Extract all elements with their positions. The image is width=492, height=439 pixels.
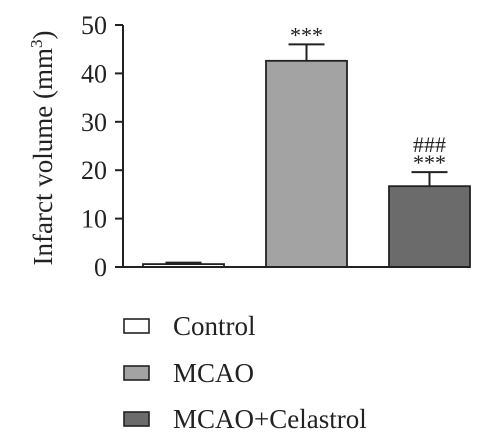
legend-swatch <box>123 411 150 427</box>
y-tick-label: 20 <box>81 156 107 185</box>
bar-mcao <box>265 59 348 268</box>
y-tick-label: 40 <box>81 59 107 88</box>
y-tick-label: 30 <box>81 108 107 137</box>
y-tick-label: 10 <box>81 205 107 234</box>
y-tick-label: 50 <box>81 11 107 40</box>
legend-label: MCAO <box>173 358 254 388</box>
legend-swatch <box>123 365 150 381</box>
legend: Control MCAO MCAO+Celastrol <box>123 311 367 434</box>
significance-label: *** <box>413 150 446 175</box>
y-axis-label-close: ) <box>28 31 58 40</box>
bars: ***###*** <box>142 22 471 268</box>
y-axis-label-sup: 3 <box>27 40 46 49</box>
y-axis-label-main: Infarct volume (mm <box>28 48 58 265</box>
bar-mcao-celastrol <box>388 185 471 268</box>
significance-label: *** <box>290 22 323 47</box>
y-tick-label: 0 <box>94 253 107 282</box>
legend-label: Control <box>173 311 256 341</box>
legend-label: MCAO+Celastrol <box>173 404 367 434</box>
legend-swatch <box>123 318 150 334</box>
y-axis-label: Infarct volume (mm3) <box>27 31 58 266</box>
y-axis: 0 10 20 30 40 50 <box>81 11 124 282</box>
significance-label: ### <box>413 132 446 157</box>
